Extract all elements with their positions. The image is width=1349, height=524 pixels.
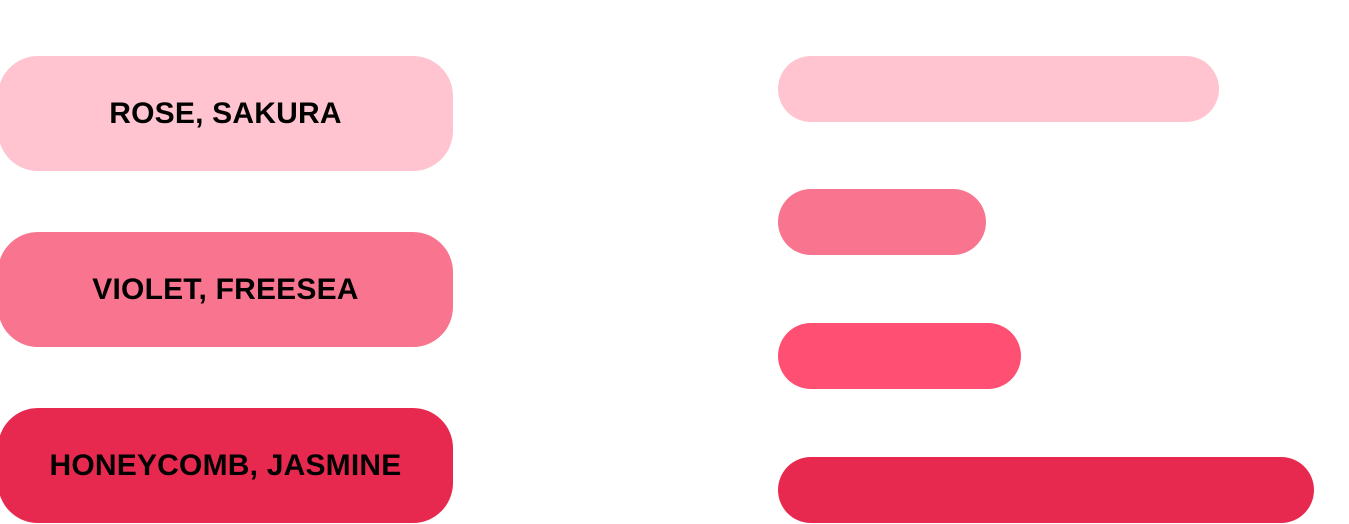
legend-label: VIOLET, FREESEA	[92, 272, 359, 306]
bar-3	[778, 323, 1021, 389]
legend-label: ROSE, SAKURA	[109, 96, 342, 130]
bar-2	[778, 189, 986, 255]
legend-item-violet-freesea: VIOLET, FREESEA	[0, 232, 453, 347]
legend-item-rose-sakura: ROSE, SAKURA	[0, 56, 453, 171]
bar-1	[778, 56, 1219, 122]
bar-4	[778, 457, 1314, 523]
legend-label: HONEYCOMB, JASMINE	[49, 448, 402, 482]
legend-item-honeycomb-jasmine: HONEYCOMB, JASMINE	[0, 408, 453, 523]
